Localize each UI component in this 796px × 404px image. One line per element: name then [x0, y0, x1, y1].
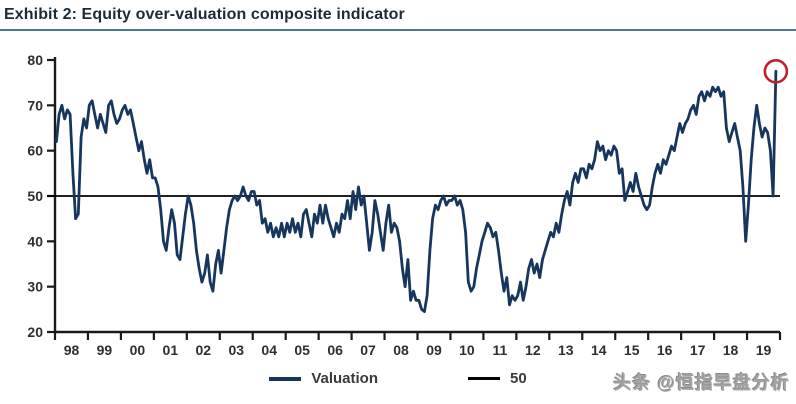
svg-text:08: 08	[393, 342, 409, 358]
svg-text:14: 14	[591, 342, 607, 358]
svg-text:05: 05	[294, 342, 310, 358]
svg-text:15: 15	[624, 342, 640, 358]
svg-text:10: 10	[459, 342, 475, 358]
svg-text:40: 40	[27, 233, 43, 249]
svg-text:04: 04	[261, 342, 277, 358]
svg-text:16: 16	[657, 342, 673, 358]
svg-text:17: 17	[690, 342, 706, 358]
chart-legend: Valuation 50	[0, 370, 796, 387]
svg-text:80: 80	[27, 52, 43, 68]
svg-text:01: 01	[163, 342, 179, 358]
svg-text:03: 03	[228, 342, 244, 358]
svg-text:18: 18	[723, 342, 739, 358]
svg-text:30: 30	[27, 279, 43, 295]
reference-line-swatch-icon	[468, 377, 500, 380]
svg-text:60: 60	[27, 143, 43, 159]
svg-text:12: 12	[525, 342, 541, 358]
svg-text:70: 70	[27, 97, 43, 113]
legend-label-50: 50	[510, 370, 527, 387]
svg-text:99: 99	[97, 342, 113, 358]
exhibit-title-bar: Exhibit 2: Equity over-valuation composi…	[0, 0, 796, 31]
svg-text:00: 00	[130, 342, 146, 358]
valuation-line-swatch-icon	[269, 376, 302, 381]
svg-text:09: 09	[426, 342, 442, 358]
svg-text:20: 20	[27, 324, 43, 340]
svg-text:02: 02	[196, 342, 212, 358]
legend-item-50: 50	[468, 370, 527, 387]
svg-text:06: 06	[327, 342, 343, 358]
toutiao-watermark: 头条 @恒指早盘分析	[613, 373, 790, 393]
svg-text:98: 98	[64, 342, 80, 358]
svg-text:11: 11	[492, 342, 507, 358]
legend-item-valuation: Valuation	[269, 370, 378, 387]
svg-text:19: 19	[756, 342, 772, 358]
svg-text:13: 13	[558, 342, 574, 358]
svg-text:50: 50	[27, 188, 43, 204]
legend-label-valuation: Valuation	[311, 370, 378, 387]
svg-text:07: 07	[360, 342, 376, 358]
chart-title: Exhibit 2: Equity over-valuation composi…	[4, 6, 405, 23]
